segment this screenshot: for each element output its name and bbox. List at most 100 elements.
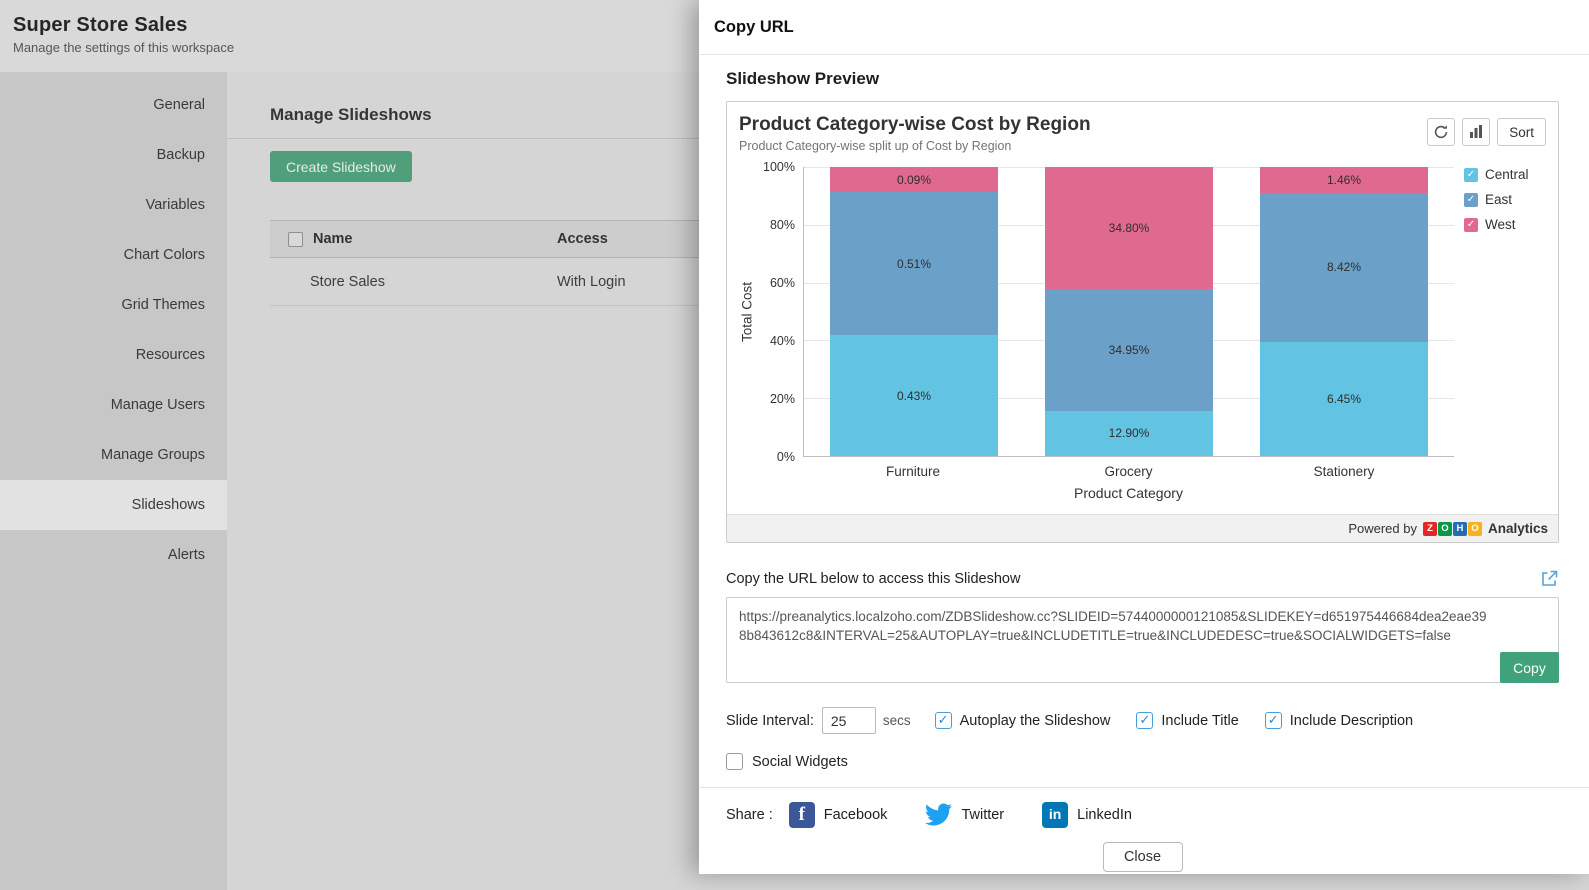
sidebar-item-chart-colors[interactable]: Chart Colors xyxy=(123,247,205,263)
share-linkedin[interactable]: in LinkedIn xyxy=(1042,801,1132,828)
bar-segment-central[interactable]: 0.43% xyxy=(830,335,998,456)
sidebar-item-manage-groups[interactable]: Manage Groups xyxy=(101,447,205,463)
linkedin-icon: in xyxy=(1042,801,1069,828)
chart-legend: ✓ Central ✓ East ✓ West xyxy=(1454,167,1558,457)
x-tick-label: Stationery xyxy=(1313,464,1375,479)
bar-chart-icon xyxy=(1470,125,1483,138)
y-tick-label: 80% xyxy=(769,218,795,232)
slideshow-options-row: Slide Interval: secs Autoplay the Slides… xyxy=(726,707,1559,734)
y-tick-label: 40% xyxy=(769,334,795,348)
include-description-checkbox[interactable] xyxy=(1264,712,1282,729)
chart-bars: 0.43% 0.51% 0.09% 12.90% 34.95% 34.80% 6.45% 8.… xyxy=(804,167,1454,456)
sidebar-item-general[interactable]: General xyxy=(153,97,205,113)
sidebar-item-resources[interactable]: Resources xyxy=(135,347,205,363)
close-button[interactable]: Close xyxy=(1102,842,1183,872)
zoho-logo-letter: H xyxy=(1452,521,1467,536)
external-link-icon[interactable] xyxy=(1540,569,1559,588)
refresh-icon xyxy=(1435,125,1448,139)
chart-title: Product Category-wise Cost by Region xyxy=(739,114,1091,135)
chart-subtitle: Product Category-wise split up of Cost b… xyxy=(739,139,1012,153)
legend-checkbox[interactable]: ✓ xyxy=(1464,192,1478,207)
modal-header: Copy URL xyxy=(699,0,1589,55)
x-tick-label: Grocery xyxy=(1104,464,1153,479)
sidebar-item-manage-users[interactable]: Manage Users xyxy=(110,397,205,413)
data-label: 0.51% xyxy=(896,256,932,271)
sidebar-item-backup[interactable]: Backup xyxy=(156,147,205,163)
bar-segment-east[interactable]: 8.42% xyxy=(1260,192,1428,342)
copy-button[interactable]: Copy xyxy=(1500,652,1559,683)
autoplay-option[interactable]: Autoplay the Slideshow xyxy=(934,712,1111,729)
stacked-bar-grocery: 12.90% 34.95% 34.80% xyxy=(1045,167,1213,456)
include-description-option[interactable]: Include Description xyxy=(1264,712,1413,729)
column-header-name: Name xyxy=(313,231,353,247)
autoplay-checkbox[interactable] xyxy=(934,712,952,729)
social-widgets-checkbox[interactable] xyxy=(726,753,743,770)
legend-checkbox[interactable]: ✓ xyxy=(1464,217,1478,232)
bar-segment-east[interactable]: 34.95% xyxy=(1045,288,1213,411)
create-slideshow-button[interactable]: Create Slideshow xyxy=(270,151,412,182)
share-label: Share : xyxy=(726,806,773,823)
y-tick-label: 100% xyxy=(763,160,795,174)
y-axis-ticks: 100% 80% 60% 40% 20% 0% xyxy=(757,160,803,464)
sidebar-item-slideshows[interactable]: Slideshows xyxy=(0,480,227,530)
data-label: 6.45% xyxy=(1326,391,1362,406)
y-tick-label: 60% xyxy=(769,276,795,290)
table-row[interactable]: Store Sales With Login xyxy=(270,258,970,306)
x-axis-title-row: Product Category xyxy=(727,485,1558,501)
data-label: 34.95% xyxy=(1108,342,1150,357)
select-all-checkbox[interactable] xyxy=(288,231,303,247)
plot-area: 0.43% 0.51% 0.09% 12.90% 34.95% 34.80% 6.45% 8.… xyxy=(803,167,1454,457)
url-caption-row: Copy the URL below to access this Slides… xyxy=(726,569,1559,588)
column-header-access: Access xyxy=(557,231,608,247)
slideshow-name-cell: Store Sales xyxy=(310,273,385,290)
refresh-button[interactable] xyxy=(1427,118,1456,146)
chart-toolbar: Sort xyxy=(1427,118,1546,146)
data-label: 8.42% xyxy=(1326,260,1362,275)
x-tick-label: Furniture xyxy=(885,464,941,479)
bar-segment-west[interactable]: 34.80% xyxy=(1045,167,1213,289)
social-widgets-option[interactable]: Social Widgets xyxy=(726,753,1559,770)
workspace-title: Super Store Sales xyxy=(13,14,188,36)
share-divider xyxy=(699,787,1589,788)
bar-segment-east[interactable]: 0.51% xyxy=(830,192,998,336)
autoplay-label: Autoplay the Slideshow xyxy=(959,712,1111,729)
bar-segment-west[interactable]: 1.46% xyxy=(1260,167,1428,193)
include-title-label: Include Title xyxy=(1161,712,1239,729)
url-caption: Copy the URL below to access this Slides… xyxy=(726,570,1021,587)
facebook-label: Facebook xyxy=(823,806,888,823)
include-title-option[interactable]: Include Title xyxy=(1136,712,1239,729)
bar-segment-central[interactable]: 6.45% xyxy=(1260,341,1428,456)
legend-checkbox[interactable]: ✓ xyxy=(1464,167,1478,182)
chart-type-button[interactable] xyxy=(1462,118,1491,146)
bar-segment-west[interactable]: 0.09% xyxy=(830,167,998,193)
linkedin-label: LinkedIn xyxy=(1077,806,1132,823)
twitter-icon xyxy=(925,803,953,826)
legend-label: West xyxy=(1485,217,1516,232)
zoho-logo-letter: Z xyxy=(1422,521,1437,536)
sort-button[interactable]: Sort xyxy=(1497,118,1546,146)
content-heading: Manage Slideshows xyxy=(270,105,432,124)
y-tick-label: 20% xyxy=(769,392,795,406)
share-facebook[interactable]: f Facebook xyxy=(788,801,888,828)
include-title-checkbox[interactable] xyxy=(1136,712,1154,729)
social-widgets-label: Social Widgets xyxy=(752,753,848,770)
bar-segment-central[interactable]: 12.90% xyxy=(1045,410,1213,456)
share-twitter[interactable]: Twitter xyxy=(925,801,1004,828)
slide-interval-input[interactable] xyxy=(821,707,876,734)
sidebar-item-grid-themes[interactable]: Grid Themes xyxy=(121,297,205,313)
stacked-bar-stationery: 6.45% 8.42% 1.46% xyxy=(1260,167,1428,456)
legend-item-west[interactable]: ✓ West xyxy=(1464,217,1558,232)
twitter-label: Twitter xyxy=(961,806,1005,823)
slideshow-url-box: https://preanalytics.localzoho.com/ZDBSl… xyxy=(726,597,1559,683)
sidebar-item-variables[interactable]: Variables xyxy=(145,197,205,213)
workspace-subtitle: Manage the settings of this workspace xyxy=(13,40,235,55)
data-label: 0.43% xyxy=(896,388,932,403)
slideshow-url-text[interactable]: https://preanalytics.localzoho.com/ZDBSl… xyxy=(739,609,1487,643)
chart-title-block: Product Category-wise Cost by Region Pro… xyxy=(727,102,1558,153)
slideshow-access-cell: With Login xyxy=(557,273,626,290)
zoho-logo-letter: O xyxy=(1437,521,1452,536)
sidebar-item-alerts[interactable]: Alerts xyxy=(167,547,205,563)
legend-item-central[interactable]: ✓ Central xyxy=(1464,167,1558,182)
legend-item-east[interactable]: ✓ East xyxy=(1464,192,1558,207)
chart-preview-card: Product Category-wise Cost by Region Pro… xyxy=(726,101,1559,543)
